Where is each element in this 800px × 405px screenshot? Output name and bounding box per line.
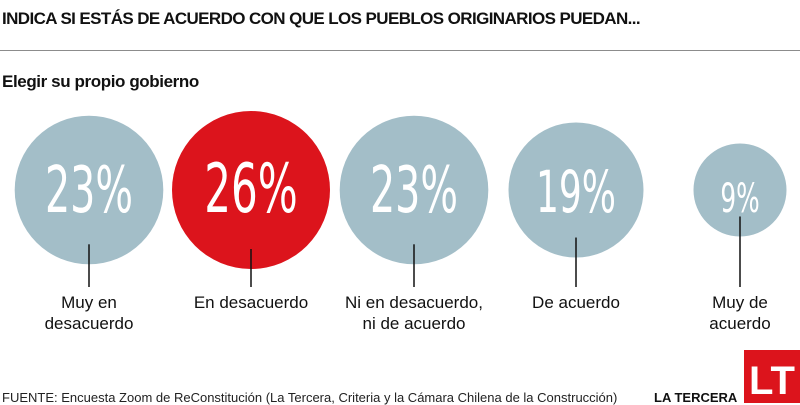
bubble-value-label: 9% <box>720 175 759 222</box>
bubble <box>172 111 330 269</box>
bubble <box>14 115 164 265</box>
bubble-value-label: 23% <box>370 153 458 228</box>
bubble-value-label: 19% <box>536 159 616 226</box>
footer-source: FUENTE: Encuesta Zoom de ReConstitución … <box>2 390 618 405</box>
category-label: En desacuerdo <box>194 293 308 312</box>
category-label: ni de acuerdo <box>362 314 465 333</box>
bubble <box>693 143 787 237</box>
bubble <box>508 122 644 258</box>
title-divider <box>0 50 800 51</box>
logo-text: LT <box>749 359 795 403</box>
bubble <box>339 115 489 265</box>
chart-subtitle: Elegir su propio gobierno <box>2 72 199 91</box>
category-label: Muy en <box>61 293 117 312</box>
category-label: Ni en desacuerdo, <box>345 293 483 312</box>
category-label: desacuerdo <box>45 314 134 333</box>
bubble-value-label: 26% <box>204 151 298 229</box>
footer-brand: LA TERCERA <box>654 390 738 405</box>
bubble-value-label: 23% <box>45 153 133 228</box>
chart-title: INDICA SI ESTÁS DE ACUERDO CON QUE LOS P… <box>2 9 641 28</box>
category-label: De acuerdo <box>532 293 620 312</box>
category-label: Muy de <box>712 293 768 312</box>
category-label: acuerdo <box>709 314 770 333</box>
la-tercera-logo: LT <box>744 350 800 403</box>
logo-background <box>744 350 800 403</box>
